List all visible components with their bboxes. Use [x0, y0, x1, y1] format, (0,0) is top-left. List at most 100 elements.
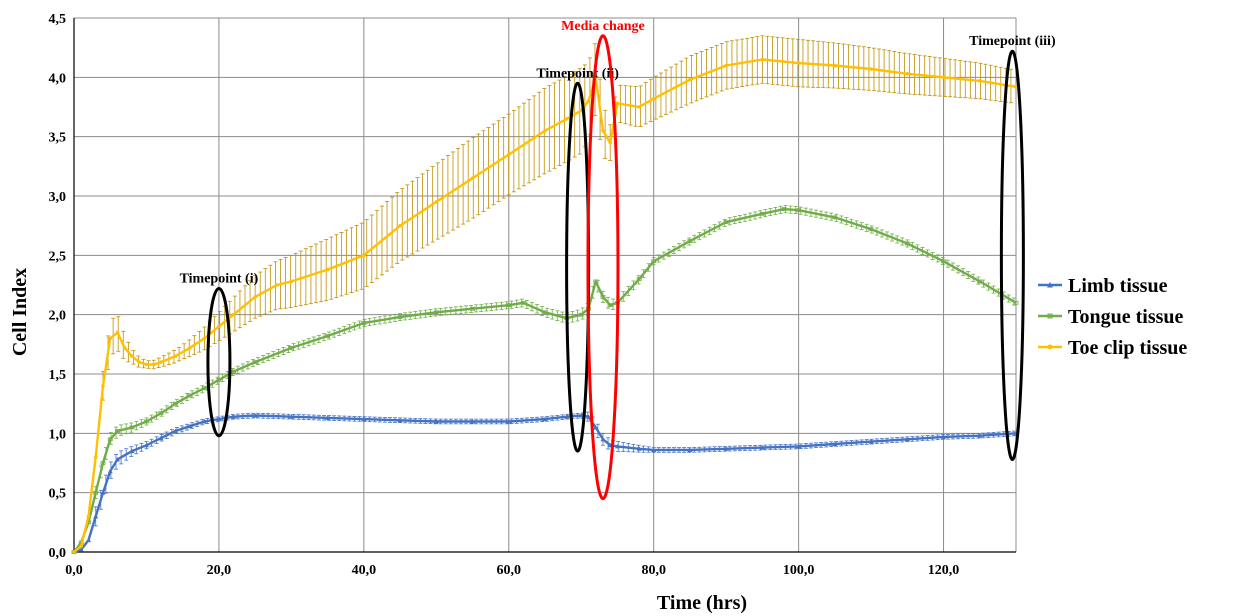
data-point — [542, 310, 548, 315]
data-point — [397, 315, 403, 319]
data-point — [101, 384, 105, 388]
data-point — [564, 414, 570, 419]
data-point — [796, 208, 802, 213]
data-point — [506, 418, 512, 424]
y-tick-label: 0,0 — [49, 546, 67, 561]
data-point — [608, 140, 613, 145]
data-point — [607, 303, 613, 308]
data-point — [325, 334, 331, 338]
annotations: Timepoint (i) Timepoint (ii) Media change T… — [180, 19, 1056, 501]
data-point — [506, 303, 512, 308]
data-point — [651, 96, 656, 101]
data-point — [600, 294, 606, 299]
data-point — [506, 152, 511, 157]
data-point — [636, 277, 642, 281]
data-point — [187, 423, 193, 429]
data-point — [231, 312, 236, 317]
data-point — [470, 418, 476, 424]
x-tick-label: 0,0 — [65, 563, 83, 578]
x-axis-label: Time (hrs) — [657, 592, 747, 614]
data-point — [325, 415, 331, 420]
grid-lines — [74, 17, 1017, 552]
data-point — [288, 345, 294, 350]
tick-labels: 0,0 0,5 1,0 1,5 2,0 2,5 3,0 3,5 4,0 4,5 0,0 20,0 40,… — [49, 12, 960, 578]
data-point — [129, 425, 135, 430]
data-point — [542, 416, 548, 422]
data-point — [585, 414, 591, 419]
data-point — [93, 490, 99, 495]
data-point — [470, 306, 475, 311]
data-point — [361, 321, 367, 325]
data-point — [202, 336, 207, 341]
data-point — [78, 547, 84, 552]
data-point — [86, 514, 91, 519]
y-tick-label: 1,5 — [49, 368, 67, 383]
data-point — [941, 75, 946, 80]
data-point — [201, 418, 207, 424]
data-point — [977, 79, 982, 83]
data-point — [520, 300, 526, 305]
data-point — [115, 429, 120, 433]
annotation-label: Media change — [561, 19, 645, 34]
data-point — [941, 434, 947, 439]
data-point — [760, 57, 765, 62]
data-point — [434, 200, 439, 204]
data-point — [159, 360, 163, 364]
data-point — [832, 441, 838, 447]
data-point — [637, 105, 641, 109]
legend-label: Limb tissue — [1068, 275, 1168, 297]
data-point — [470, 176, 475, 180]
data-point — [289, 279, 294, 284]
data-point — [397, 417, 403, 423]
data-point — [723, 446, 729, 451]
data-point — [832, 215, 838, 220]
data-point — [796, 61, 801, 65]
data-point — [361, 416, 367, 422]
data-point — [202, 386, 207, 391]
data-point — [869, 67, 873, 71]
data-point — [687, 239, 693, 243]
data-point — [614, 443, 620, 449]
y-tick-label: 3,5 — [49, 131, 67, 146]
data-point — [93, 455, 98, 459]
data-point — [79, 544, 84, 548]
data-point — [158, 411, 164, 416]
data-point — [144, 362, 149, 367]
data-point — [188, 346, 192, 350]
y-tick-label: 3,0 — [49, 190, 67, 205]
data-point — [1013, 300, 1019, 305]
data-point — [114, 456, 120, 462]
data-point — [977, 433, 983, 438]
data-point — [130, 354, 134, 359]
x-tick-label: 40,0 — [352, 563, 377, 578]
legend-label: Tongue tissue — [1068, 306, 1184, 328]
data-point — [868, 227, 874, 232]
data-point — [601, 128, 605, 133]
data-point — [688, 77, 692, 82]
y-axis-label: Cell Index — [9, 268, 31, 356]
data-point — [230, 414, 236, 419]
series-line-1 — [73, 207, 1017, 553]
data-point — [144, 419, 149, 424]
data-point — [275, 283, 279, 287]
data-point — [216, 416, 222, 422]
annotation-ellipse — [586, 34, 620, 501]
y-tick-label: 2,5 — [49, 249, 67, 264]
data-point — [593, 424, 599, 430]
data-point — [433, 418, 439, 424]
y-tick-label: 4,0 — [49, 71, 67, 86]
data-point — [107, 437, 113, 442]
data-point — [137, 360, 142, 364]
data-point — [904, 241, 910, 246]
data-point — [615, 101, 620, 106]
data-point — [217, 324, 221, 329]
x-tick-label: 60,0 — [497, 563, 522, 578]
data-point — [543, 128, 547, 133]
data-point — [143, 442, 149, 448]
data-point — [85, 537, 91, 543]
annotation-ellipse — [565, 81, 591, 453]
legend-label: Toe clip tissue — [1068, 337, 1187, 359]
data-point — [173, 354, 178, 359]
data-point — [433, 310, 439, 315]
